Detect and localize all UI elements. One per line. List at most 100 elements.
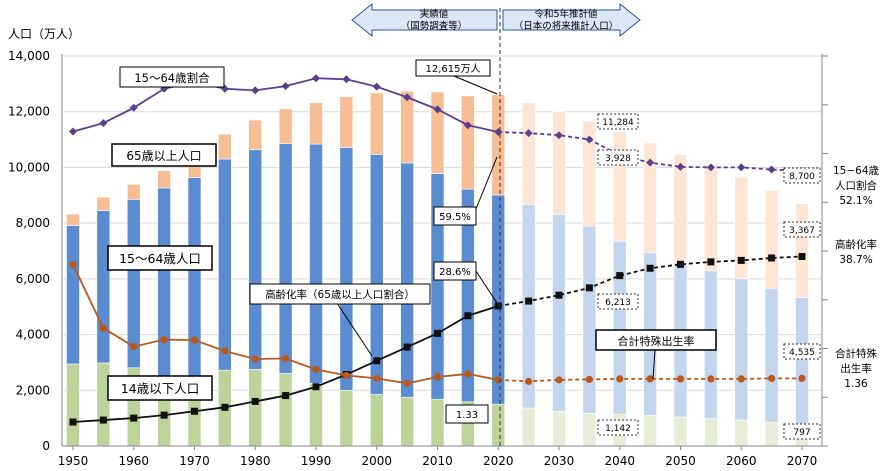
v-6213-box bbox=[597, 293, 639, 310]
ratio-1564-line-point bbox=[251, 86, 260, 95]
bar-pop014 bbox=[248, 369, 263, 447]
bar-pop65 bbox=[795, 203, 809, 298]
right-tfr-3: 1.36 bbox=[844, 378, 868, 390]
bar-pop65 bbox=[582, 120, 597, 227]
aging-rate-line-point bbox=[707, 258, 715, 266]
ratio-2020-leader bbox=[473, 156, 498, 215]
aging-rate-line-point bbox=[373, 357, 381, 365]
bar-pop65 bbox=[96, 196, 111, 211]
v-797-label: 797 bbox=[793, 428, 810, 438]
tfr-line-point bbox=[99, 324, 107, 332]
y-tick-label: 2,000 bbox=[16, 383, 50, 397]
bar-pop65 bbox=[278, 108, 293, 144]
pop1564-box bbox=[107, 245, 213, 271]
bar-pop014 bbox=[582, 413, 597, 447]
right-aging-1: 高齢化率 bbox=[835, 238, 877, 251]
v-1142-box bbox=[597, 419, 639, 436]
tfr-line-point bbox=[282, 354, 290, 363]
tfr-line-point bbox=[707, 375, 715, 383]
bar-pop1564 bbox=[309, 143, 323, 384]
tfr-line-point bbox=[464, 370, 472, 378]
x-tick-label: 1970 bbox=[179, 454, 210, 468]
bar-pop1564 bbox=[66, 225, 80, 365]
aging-rate-line-point bbox=[69, 418, 77, 426]
tfr-line-point bbox=[160, 336, 168, 344]
tfr-2020-label: 1.33 bbox=[456, 410, 478, 421]
tfr-line-point bbox=[555, 376, 563, 384]
bar-pop1564 bbox=[400, 162, 414, 398]
v-8700-label: 8,700 bbox=[789, 172, 815, 182]
bar-pop014 bbox=[734, 419, 749, 447]
tfr-line-point bbox=[130, 342, 138, 351]
right-ratio-2: 人口割合 bbox=[835, 179, 877, 192]
y-tick-label: 6,000 bbox=[16, 272, 50, 286]
ratio-1564-line-point bbox=[69, 127, 77, 136]
bar-pop1564 bbox=[157, 187, 171, 377]
v-3928-box bbox=[597, 149, 639, 166]
aging-rate-line-point bbox=[130, 414, 138, 422]
bar-pop65 bbox=[612, 131, 627, 242]
ratio-1564-line-point bbox=[433, 105, 442, 114]
bar-pop65 bbox=[66, 213, 80, 226]
ratio-1564-line-point bbox=[555, 131, 563, 140]
tfr-line-point bbox=[676, 375, 685, 383]
bar-pop65 bbox=[157, 170, 171, 189]
tfr-line-point bbox=[251, 355, 259, 363]
ratio-2020-label: 59.5% bbox=[439, 212, 471, 223]
bar-pop65 bbox=[400, 90, 414, 164]
aging-rate-line-point bbox=[221, 403, 229, 411]
projection-arrow: 令和5年推計値 （日本の将来推計人口） bbox=[502, 2, 641, 38]
tfr-line-dashed bbox=[498, 377, 802, 383]
tfr-line-point bbox=[798, 374, 806, 382]
ratio-1564-line-point bbox=[129, 103, 138, 112]
x-tick-label: 2000 bbox=[361, 454, 392, 468]
total-2020-label: 12,615万人 bbox=[426, 63, 481, 75]
pop014-label: 14歳以下人口 bbox=[121, 381, 199, 396]
bar-pop1564 bbox=[187, 177, 202, 378]
x-tick-label: 2070 bbox=[787, 454, 818, 468]
tfr-leader bbox=[652, 349, 656, 380]
pop014-box bbox=[107, 375, 213, 401]
bar-pop65 bbox=[521, 102, 536, 205]
ratio-1564-line-point bbox=[312, 74, 320, 83]
y-tick-label: 10,000 bbox=[8, 160, 50, 174]
bar-pop1564 bbox=[126, 199, 141, 369]
tfr-line-point bbox=[646, 375, 654, 383]
x-tick-label: 2020 bbox=[483, 454, 514, 468]
bar-pop1564 bbox=[248, 149, 263, 370]
tfr-line-point bbox=[616, 375, 624, 383]
y-tick-label: 0 bbox=[42, 439, 50, 453]
tfr-line-point bbox=[525, 377, 533, 385]
bar-pop1564 bbox=[582, 225, 597, 414]
bar-pop014 bbox=[491, 403, 506, 447]
bar-pop014 bbox=[339, 389, 354, 447]
aging-box bbox=[249, 283, 431, 305]
ratio-1564-line-point bbox=[585, 135, 594, 144]
bar-pop65 bbox=[248, 119, 263, 151]
aging-rate-line-point bbox=[312, 383, 320, 391]
pop1564-label: 15～64歳人口 bbox=[119, 251, 201, 266]
v-11284-box bbox=[597, 113, 639, 130]
tfr-line-point bbox=[403, 379, 411, 387]
bar-pop65 bbox=[461, 95, 475, 190]
ratio-1564-line-point bbox=[767, 165, 776, 174]
aging-rate-line-point bbox=[282, 392, 290, 400]
proj-label-1: 令和5年推計値 bbox=[534, 8, 598, 20]
aging-rate-line-point bbox=[191, 407, 198, 415]
bar-pop014 bbox=[673, 416, 688, 447]
proj-label-2: （日本の将来推計人口） bbox=[514, 20, 619, 32]
tfr-line-point bbox=[433, 373, 442, 381]
bar-pop65 bbox=[126, 184, 141, 200]
bar-pop1564 bbox=[96, 210, 111, 364]
actual-arrow: 実績値 （国勢調査等） bbox=[351, 2, 498, 38]
bar-pop65 bbox=[369, 92, 384, 155]
bar-pop65 bbox=[430, 91, 445, 174]
bar-pop65 bbox=[734, 176, 749, 279]
right-labels: 15−64歳 人口割合 52.1% 高齢化率 38.7% 合計特殊 出生率 1.… bbox=[833, 165, 880, 390]
ratio-1564-line-point bbox=[646, 158, 655, 167]
v-797-box bbox=[783, 423, 821, 440]
ratio-1564-line-point bbox=[737, 163, 746, 172]
v-1142-label: 1,142 bbox=[605, 424, 631, 434]
ratio-1564-line-point bbox=[281, 82, 290, 91]
ratio-1564-line-point bbox=[463, 121, 472, 130]
